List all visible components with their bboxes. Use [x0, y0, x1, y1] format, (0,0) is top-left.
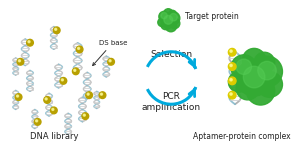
Circle shape — [257, 72, 283, 97]
Circle shape — [246, 77, 275, 105]
Circle shape — [82, 113, 89, 119]
Circle shape — [170, 13, 177, 21]
Circle shape — [254, 52, 275, 73]
Circle shape — [27, 39, 33, 46]
Circle shape — [165, 20, 177, 32]
Circle shape — [15, 94, 22, 100]
Circle shape — [108, 58, 114, 65]
Circle shape — [252, 56, 283, 87]
Circle shape — [230, 50, 232, 52]
Circle shape — [159, 11, 169, 22]
Circle shape — [242, 48, 266, 72]
Circle shape — [230, 79, 232, 81]
Text: Aptamer-protein complex: Aptamer-protein complex — [193, 132, 290, 141]
Circle shape — [55, 28, 57, 30]
Circle shape — [228, 48, 236, 56]
Circle shape — [161, 12, 167, 19]
Circle shape — [236, 59, 252, 74]
Circle shape — [76, 46, 83, 53]
Circle shape — [16, 95, 19, 97]
Circle shape — [100, 93, 103, 95]
Circle shape — [17, 58, 24, 65]
Text: DNA library: DNA library — [30, 132, 78, 141]
Circle shape — [72, 68, 79, 75]
Circle shape — [258, 61, 276, 80]
Circle shape — [78, 47, 80, 49]
Circle shape — [44, 97, 50, 103]
Circle shape — [99, 92, 106, 98]
Text: Target protein: Target protein — [185, 12, 239, 20]
Circle shape — [231, 55, 257, 81]
Circle shape — [36, 120, 38, 122]
Circle shape — [161, 20, 170, 30]
Circle shape — [236, 60, 272, 96]
Circle shape — [228, 63, 236, 70]
Circle shape — [164, 15, 173, 24]
Circle shape — [74, 69, 76, 71]
Circle shape — [53, 27, 60, 34]
Circle shape — [87, 93, 89, 95]
Circle shape — [28, 41, 30, 43]
Circle shape — [161, 13, 176, 28]
Circle shape — [230, 64, 232, 67]
Circle shape — [50, 107, 57, 114]
Text: DS base: DS base — [93, 40, 127, 66]
Circle shape — [109, 60, 111, 62]
Circle shape — [158, 18, 166, 27]
Text: PCR
amplification: PCR amplification — [142, 92, 201, 112]
Circle shape — [52, 108, 54, 110]
Circle shape — [45, 98, 47, 100]
Circle shape — [83, 114, 85, 116]
Circle shape — [61, 79, 63, 81]
Circle shape — [230, 93, 232, 95]
Circle shape — [236, 77, 259, 100]
Circle shape — [228, 77, 236, 85]
Circle shape — [60, 78, 67, 84]
Circle shape — [164, 9, 173, 18]
Circle shape — [169, 18, 180, 29]
Circle shape — [228, 72, 249, 92]
Circle shape — [243, 66, 265, 88]
Circle shape — [168, 10, 177, 19]
Circle shape — [34, 119, 41, 125]
Circle shape — [86, 92, 92, 98]
Circle shape — [167, 12, 180, 24]
Circle shape — [228, 91, 236, 99]
Circle shape — [19, 60, 20, 62]
Text: Selection: Selection — [150, 50, 192, 59]
